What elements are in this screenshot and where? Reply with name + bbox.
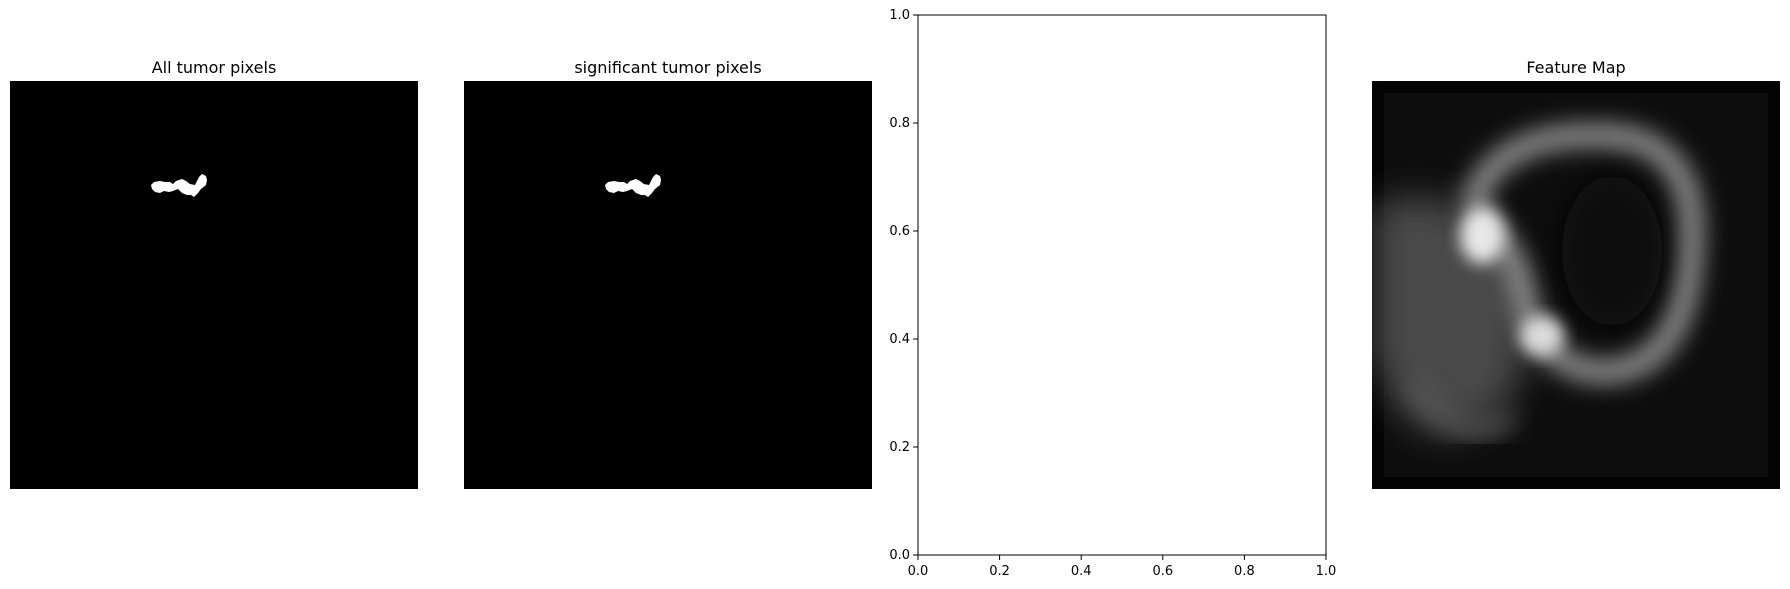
image-significant-tumor-pixels	[464, 81, 872, 489]
y-tick-label: 1.0	[889, 8, 910, 23]
tumor-mask-blob	[151, 174, 207, 197]
x-tick-label: 0.2	[989, 564, 1010, 579]
y-tick-label: 0.0	[889, 548, 910, 563]
feature-bright-spot	[1460, 208, 1504, 264]
significant-mask-blob	[605, 174, 661, 197]
panel-title-all-tumor: All tumor pixels	[151, 58, 277, 77]
x-tick-label: 1.0	[1316, 564, 1337, 579]
x-tick-label: 0.8	[1234, 564, 1255, 579]
axes-frame	[917, 14, 1327, 556]
y-axis: 0.0 0.2 0.4 0.6 0.8 1.0	[889, 8, 918, 563]
x-tick-label: 0.6	[1152, 564, 1173, 579]
y-tick-label: 0.8	[889, 116, 910, 131]
x-tick-label: 0.4	[1071, 564, 1092, 579]
y-tick-label: 0.2	[889, 440, 910, 455]
y-tick-label: 0.6	[889, 224, 910, 239]
feature-ring	[1461, 124, 1704, 383]
y-tick-label: 0.4	[889, 332, 910, 347]
x-tick-label: 0.0	[908, 564, 929, 579]
x-axis: 0.0 0.2 0.4 0.6 0.8 1.0	[908, 555, 1337, 579]
image-all-tumor-pixels	[10, 81, 418, 489]
panel-title-feature-map: Feature Map	[1526, 58, 1626, 77]
panel-title-significant-tumor: significant tumor pixels	[574, 58, 762, 77]
image-feature-map	[1372, 81, 1780, 489]
